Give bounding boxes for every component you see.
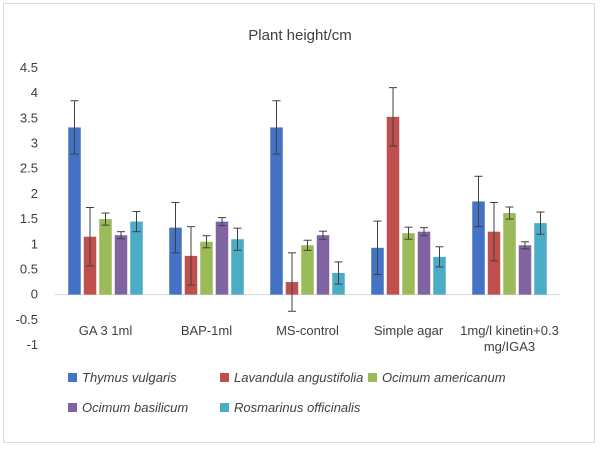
error-bar xyxy=(117,231,125,240)
y-tick-label: 1.5 xyxy=(20,211,38,226)
legend-swatch xyxy=(68,403,77,412)
y-tick-label: 0 xyxy=(31,287,38,302)
bar xyxy=(503,213,516,295)
y-tick-label: 2.5 xyxy=(20,161,38,176)
bar xyxy=(386,116,400,295)
chart-frame xyxy=(3,3,595,443)
error-bar xyxy=(70,100,79,155)
legend-swatch xyxy=(220,373,229,382)
bar xyxy=(270,127,283,295)
error-bar xyxy=(536,211,545,235)
error-bar xyxy=(334,261,343,285)
error-bar xyxy=(435,246,444,268)
error-bar xyxy=(272,100,281,155)
error-bar xyxy=(420,227,428,237)
x-tick-label: 1mg/l kinetin+0.3 xyxy=(460,323,559,338)
bar xyxy=(402,233,415,295)
y-tick-label: 0.5 xyxy=(20,261,38,276)
error-bar xyxy=(101,212,110,226)
error-bar xyxy=(86,207,94,267)
legend-label: Ocimum americanum xyxy=(382,370,506,385)
error-bar xyxy=(303,239,312,251)
category-labels: GA 3 1ml BAP-1ml MS-control Simple agar 1mg/… xyxy=(79,323,559,354)
error-bar xyxy=(171,201,180,254)
y-tick-label: -0.5 xyxy=(16,312,38,327)
bar xyxy=(130,221,143,295)
error-bar xyxy=(233,227,242,251)
bar xyxy=(169,227,182,295)
error-bar xyxy=(187,226,195,286)
error-bars xyxy=(70,87,545,312)
bar xyxy=(316,235,330,295)
bar xyxy=(417,231,431,295)
error-bar xyxy=(319,230,327,240)
bar xyxy=(68,127,81,295)
bar xyxy=(301,245,314,295)
bar xyxy=(534,223,547,295)
bar xyxy=(472,201,485,295)
bar xyxy=(518,245,532,295)
chart-title: Plant height/cm xyxy=(248,27,351,44)
y-tick-label: 2 xyxy=(31,186,38,201)
error-bar xyxy=(202,235,211,249)
error-bar xyxy=(474,175,483,228)
bar xyxy=(433,256,446,295)
legend-label: Lavandula angustifolia xyxy=(234,370,363,385)
error-bar xyxy=(218,217,226,227)
legend-label: Thymus vulgaris xyxy=(82,370,177,385)
y-tick-label: 3.5 xyxy=(20,110,38,125)
legend-label: Ocimum basilicum xyxy=(82,400,188,415)
legend-swatch xyxy=(368,373,377,382)
bars xyxy=(68,116,547,295)
y-tick-label: 4 xyxy=(31,85,38,100)
bar xyxy=(200,241,213,295)
error-bar xyxy=(288,252,296,312)
y-tick-label: -1 xyxy=(26,337,38,352)
error-bar xyxy=(404,226,413,240)
error-bar xyxy=(490,201,498,262)
x-tick-label: Simple agar xyxy=(374,323,444,338)
x-tick-label: mg/IGA3 xyxy=(484,339,535,354)
legend-label: Rosmarinus officinalis xyxy=(234,400,361,415)
error-bar xyxy=(373,220,382,275)
error-bar xyxy=(521,241,529,250)
legend-swatch xyxy=(68,373,77,382)
y-tick-label: 1 xyxy=(31,236,38,251)
legend: Thymus vulgaris Lavandula angustifolia Oci… xyxy=(68,370,506,415)
y-tick-label: 4.5 xyxy=(20,60,38,75)
error-bar xyxy=(132,211,141,233)
y-axis: 4.5 4 3.5 3 2.5 2 1.5 1 0.5 0 -0.5 -1 xyxy=(16,60,38,352)
bar xyxy=(215,221,229,295)
bar xyxy=(99,219,112,295)
error-bar xyxy=(505,206,514,220)
x-tick-label: GA 3 1ml xyxy=(79,323,133,338)
bar xyxy=(231,239,244,295)
legend-swatch xyxy=(220,403,229,412)
bar xyxy=(114,235,128,295)
x-tick-label: MS-control xyxy=(276,323,339,338)
x-tick-label: BAP-1ml xyxy=(181,323,232,338)
error-bar xyxy=(389,87,397,147)
y-tick-label: 3 xyxy=(31,136,38,151)
bar xyxy=(487,231,501,295)
